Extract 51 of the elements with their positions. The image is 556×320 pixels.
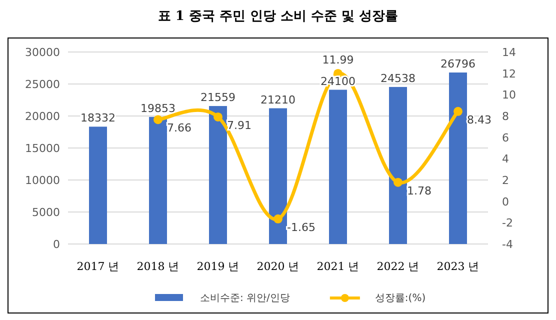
y2-tick-label: -2 <box>502 216 513 230</box>
y-tick-label: 15000 <box>25 142 60 155</box>
x-tick-label: 2022 년 <box>376 260 420 273</box>
bar <box>329 90 347 244</box>
legend-label: 성장률:(%) <box>374 293 426 304</box>
y-tick-label: 20000 <box>25 110 60 123</box>
data-label: 24538 <box>380 72 416 85</box>
x-tick-label: 2020 년 <box>256 260 300 273</box>
point <box>154 115 162 124</box>
data-label: 21210 <box>260 93 296 106</box>
y2-tick-label: 14 <box>502 46 516 59</box>
data-label: 11.99 <box>322 53 354 66</box>
bar <box>209 106 227 244</box>
data-label: 7.66 <box>167 122 192 135</box>
x-tick-label: 2017 년 <box>76 260 120 273</box>
data-label: 8.43 <box>467 113 492 126</box>
x-tick-label: 2023 년 <box>436 260 480 273</box>
x-tick-label: 2019 년 <box>196 260 240 273</box>
y2-tick-label: 4 <box>502 152 509 166</box>
bar <box>149 116 167 244</box>
data-label: 19853 <box>140 102 176 115</box>
chart-title: 표 1 중국 주민 인당 소비 수준 및 성장률 <box>158 9 398 24</box>
point <box>394 178 402 187</box>
point <box>214 112 222 122</box>
point <box>454 106 462 116</box>
y2-tick-label: 2 <box>502 174 509 187</box>
data-label: -1.65 <box>287 220 316 234</box>
y2-tick-label: -4 <box>502 238 513 251</box>
point <box>274 214 282 224</box>
y-tick-label: 30000 <box>25 46 60 59</box>
data-label: 18332 <box>80 112 116 125</box>
data-label: 26796 <box>440 58 476 71</box>
y-tick-label: 5000 <box>32 206 60 219</box>
y2-tick-label: 0 <box>502 195 509 208</box>
y2-tick-label: 6 <box>502 131 509 144</box>
bar <box>389 86 407 244</box>
x-tick-label: 2018 년 <box>136 260 180 273</box>
y-tick-label: 25000 <box>25 78 60 91</box>
x-tick-label: 2021 년 <box>316 260 360 273</box>
bar <box>449 72 467 244</box>
y-tick-label: 0 <box>53 238 60 251</box>
data-label: 7.91 <box>227 118 252 132</box>
data-label: 21559 <box>200 91 236 104</box>
y2-tick-label: 10 <box>502 88 516 102</box>
bar <box>269 108 287 244</box>
legend-label: 소비수준: 위안/인당 <box>200 293 290 304</box>
y2-tick-label: 8 <box>502 110 509 123</box>
y-tick-label: 10000 <box>25 174 60 187</box>
y2-tick-label: 12 <box>502 67 516 80</box>
bar <box>89 126 107 244</box>
data-label: 1.78 <box>407 184 432 198</box>
